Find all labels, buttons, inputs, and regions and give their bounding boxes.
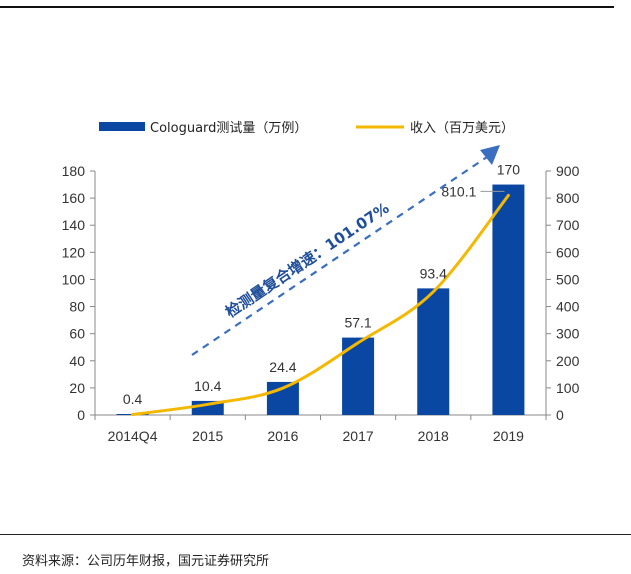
y-left-tick-label: 100: [62, 271, 86, 287]
bar-2018: [417, 288, 450, 415]
top-rule: [0, 6, 614, 8]
y-right-tick-label: 0: [556, 407, 564, 423]
x-tick-label: 2018: [418, 428, 449, 444]
x-tick-label: 2016: [267, 428, 298, 444]
y-right-tick-label: 100: [556, 380, 580, 396]
x-tick-label: 2014Q4: [108, 428, 158, 444]
y-left-tick-label: 20: [69, 380, 85, 396]
y-right-tick-label: 700: [556, 217, 580, 233]
y-left-tick-label: 160: [62, 190, 86, 206]
x-tick-label: 2017: [343, 428, 374, 444]
y-right-tick-label: 500: [556, 271, 580, 287]
y-right-tick-label: 900: [556, 163, 580, 179]
y-right-tick-label: 400: [556, 299, 580, 315]
line-value-label: 810.1: [441, 183, 476, 199]
x-tick-label: 2019: [493, 428, 524, 444]
y-right-tick-label: 800: [556, 190, 580, 206]
growth-annotation-text: 检测量复合增速：101.07%: [222, 199, 392, 321]
y-left-tick-label: 80: [69, 299, 85, 315]
bar-value-label: 24.4: [269, 359, 296, 375]
legend-swatch-bar: [99, 122, 145, 131]
y-left-tick-label: 180: [62, 163, 86, 179]
bars: [116, 184, 525, 415]
axes: 0 20 40 60 80 100 120 140 160 180 0 100 200 300 400 500…: [62, 163, 580, 444]
y-left-tick-label: 60: [69, 326, 85, 342]
y-left-tick-label: 0: [77, 407, 85, 423]
source-note: 资料来源：公司历年财报，国元证券研究所: [22, 554, 270, 569]
data-labels: 0.4 10.4 24.4 57.1 93.4 170 810.1: [123, 162, 520, 407]
y-left-tick-label: 140: [62, 217, 86, 233]
bar-value-label: 0.4: [123, 391, 143, 407]
y-left-tick-label: 120: [62, 244, 86, 260]
bar-value-label: 93.4: [420, 265, 447, 281]
y-left-tick-label: 40: [69, 353, 85, 369]
bar-value-label: 57.1: [344, 315, 371, 331]
chart-area: Cologuard测试量（万例） 收入（百万美元） 0 20 40 60 80 100 120…: [62, 121, 580, 444]
legend-label-line: 收入（百万美元）: [410, 121, 514, 136]
bar-value-label: 10.4: [194, 378, 221, 394]
y-right-tick-label: 600: [556, 244, 580, 260]
bottom-rule: [0, 534, 631, 535]
revenue-line-path: [131, 193, 510, 417]
bar-value-label: 170: [497, 162, 521, 178]
revenue-line: [131, 193, 510, 417]
growth-arrow-head: [480, 145, 500, 165]
y-right-tick-label: 200: [556, 353, 580, 369]
x-tick-label: 2015: [192, 428, 223, 444]
top-header-bar: [0, 0, 631, 12]
bar-2019: [492, 184, 525, 415]
legend: Cologuard测试量（万例） 收入（百万美元）: [99, 121, 514, 136]
legend-label-bar: Cologuard测试量（万例）: [150, 121, 307, 136]
y-right-tick-label: 300: [556, 326, 580, 342]
